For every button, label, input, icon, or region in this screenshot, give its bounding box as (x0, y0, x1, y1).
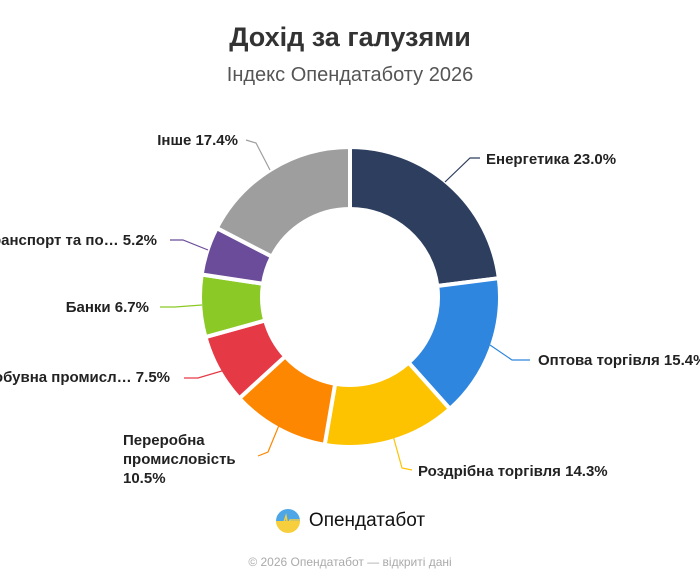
leader-line-pererobna (257, 417, 283, 457)
chart-subtitle: Індекс Опендатаботу 2026 (226, 64, 474, 86)
label-transport: Транспорт та по… 5.2% (0, 232, 157, 249)
leader-line-dobuvna (184, 367, 233, 379)
label-pererobna-line1: Переробна (123, 432, 205, 449)
label-dobuvna: Добувна промисл… 7.5% (0, 369, 170, 386)
label-energetyka: Енергетика 23.0% (486, 151, 617, 168)
brand: Опендатабот (0, 508, 700, 534)
chart-title: Дохід за галузями (229, 22, 471, 52)
opendatabot-logo-icon (275, 509, 300, 533)
leader-line-rozdribna (391, 431, 413, 471)
leader-line-banky (160, 304, 203, 308)
label-optova: Оптова торгівля 15.4% (538, 352, 700, 369)
brand-name: Опендатабот (308, 510, 426, 531)
footer-copyright: © 2026 Опендатабот — відкриті дані (248, 555, 452, 569)
label-banky: Банки 6.7% (65, 299, 149, 316)
leader-line-optova (489, 344, 530, 361)
label-inshe: Інше 17.4% (157, 132, 238, 149)
donut-slice-0 (348, 145, 501, 288)
label-pererobna-line3: 10.5% (123, 470, 166, 487)
label-pererobna-line2: промисловість (123, 451, 236, 468)
label-rozdribna: Роздрібна торгівля 14.3% (418, 463, 608, 480)
label-pererobna: Переробна промисловість 10.5% (123, 431, 236, 488)
leader-line-inshe (245, 139, 271, 171)
leader-line-energetyka (444, 157, 480, 183)
donut-slice-7 (214, 145, 352, 259)
leader-line-transport (170, 239, 209, 251)
